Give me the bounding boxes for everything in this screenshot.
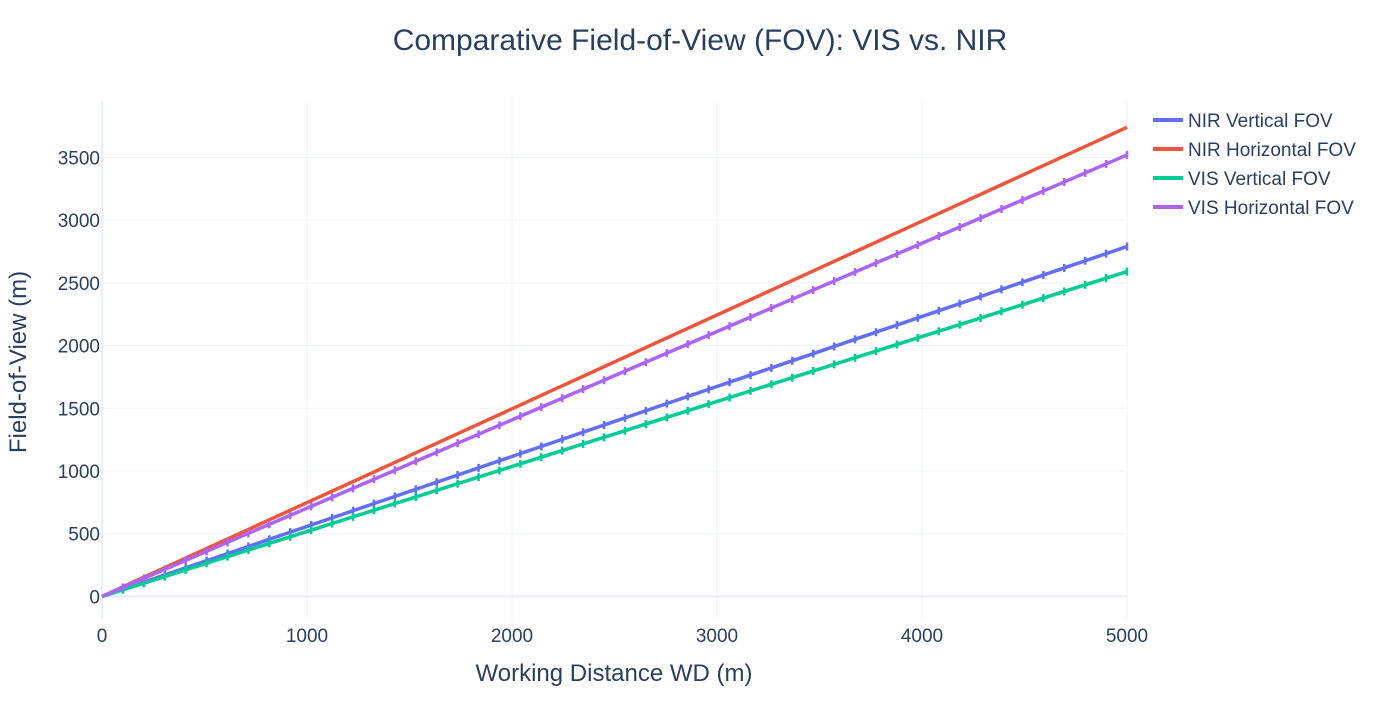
y-tick-label: 500	[68, 525, 100, 546]
series-line	[101, 244, 1128, 599]
legend-item-vis-horizontal-fov[interactable]: VIS Horizontal FOV	[1153, 198, 1354, 219]
series-line	[101, 125, 1128, 599]
x-tick-label: 0	[97, 626, 108, 647]
y-tick-label: 1500	[58, 399, 100, 420]
legend[interactable]: NIR Vertical FOV NIR Horizontal FOV VIS Ve…	[1153, 111, 1356, 219]
series-nir-horizontal-fov	[101, 125, 1128, 599]
y-tick-label: 2500	[58, 274, 100, 295]
x-tick-label: 2000	[491, 626, 533, 647]
series-vis-vertical-fov	[101, 267, 1129, 599]
legend-item-nir-vertical-fov[interactable]: NIR Vertical FOV	[1153, 111, 1333, 132]
x-tick-label: 1000	[286, 626, 328, 647]
x-tick-label: 5000	[1106, 626, 1148, 647]
chart-title: Comparative Field-of-View (FOV): VIS vs.…	[393, 24, 1008, 57]
y-tick-label: 0	[89, 587, 100, 608]
x-axis-label: Working Distance WD (m)	[476, 660, 753, 687]
series-lines	[101, 125, 1129, 599]
y-tick-label: 1000	[58, 462, 100, 483]
y-tick-label: 2000	[58, 337, 100, 358]
series-line	[101, 269, 1128, 599]
legend-label: NIR Vertical FOV	[1188, 111, 1333, 132]
x-tick-label: 3000	[696, 626, 738, 647]
y-axis-label: Field-of-View (m)	[5, 271, 32, 453]
series-nir-vertical-fov	[101, 242, 1129, 599]
series-line	[101, 153, 1128, 599]
y-tick-label: 3500	[58, 148, 100, 169]
legend-label: NIR Horizontal FOV	[1188, 140, 1356, 161]
legend-label: VIS Vertical FOV	[1188, 169, 1331, 190]
gridlines	[101, 101, 1128, 619]
legend-item-nir-horizontal-fov[interactable]: NIR Horizontal FOV	[1153, 140, 1356, 161]
series-vis-horizontal-fov	[101, 150, 1129, 599]
x-tick-label: 4000	[901, 626, 943, 647]
axes: 0 1000 2000 3000 4000 5000 0 500 1000 1500 2000 250…	[58, 148, 1148, 647]
y-tick-label: 3000	[58, 211, 100, 232]
legend-item-vis-vertical-fov[interactable]: VIS Vertical FOV	[1153, 169, 1331, 190]
legend-label: VIS Horizontal FOV	[1188, 198, 1354, 219]
